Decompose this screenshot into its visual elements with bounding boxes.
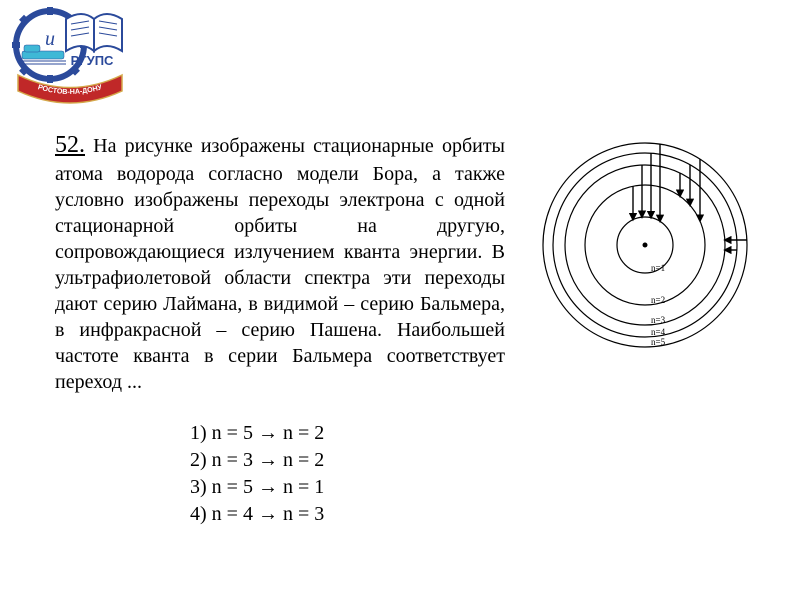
svg-text:n=2: n=2	[651, 295, 665, 305]
answer-option-3: 3) n = 5 → n = 1	[190, 474, 324, 501]
logo-inner-text: и	[45, 28, 55, 50]
answer-option-4: 4) n = 4 → n = 3	[190, 501, 324, 528]
question-block: 52. На рисунке изображены стационарные о…	[55, 130, 505, 395]
bohr-orbit-diagram: n=1 n=2 n=3 n=4n=5	[530, 130, 760, 360]
university-logo: и	[10, 5, 130, 105]
svg-text:n=5: n=5	[651, 337, 666, 347]
question-number: 52.	[55, 132, 85, 158]
question-text: На рисунке изображены стационарные орбит…	[55, 135, 505, 393]
answer-option-2: 2) n = 3 → n = 2	[190, 447, 324, 474]
logo-university-name: РГУПС	[71, 53, 114, 68]
answer-options: 1) n = 5 → n = 2 2) n = 3 → n = 2 3) n =…	[190, 420, 324, 528]
svg-text:n=1: n=1	[651, 263, 665, 273]
page: и	[0, 0, 800, 600]
svg-text:n=3: n=3	[651, 315, 666, 325]
answer-option-1: 1) n = 5 → n = 2	[190, 420, 324, 447]
svg-text:n=4: n=4	[651, 327, 666, 337]
